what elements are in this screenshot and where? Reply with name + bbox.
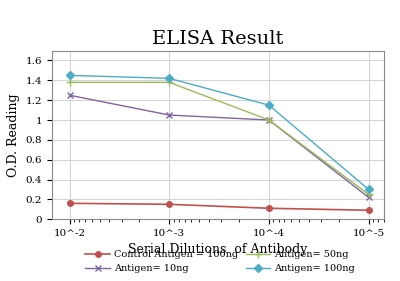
Control Antigen = 100ng (167, 203, 172, 206)
Antigen= 10ng (266, 118, 271, 122)
Line: Antigen= 100ng: Antigen= 100ng (67, 72, 371, 192)
Title: ELISA Result: ELISA Result (152, 30, 284, 48)
Legend: Control Antigen = 100ng, Antigen= 10ng, Antigen= 50ng, Antigen= 100ng: Control Antigen = 100ng, Antigen= 10ng, … (82, 248, 358, 276)
Control Antigen = 100ng (366, 209, 371, 212)
Antigen= 10ng (67, 94, 72, 97)
Antigen= 10ng (366, 196, 371, 199)
Control Antigen = 100ng (266, 207, 271, 210)
Line: Control Antigen = 100ng: Control Antigen = 100ng (67, 201, 371, 213)
Antigen= 100ng (366, 188, 371, 191)
Antigen= 100ng (67, 74, 72, 77)
Control Antigen = 100ng (67, 202, 72, 205)
Line: Antigen= 50ng: Antigen= 50ng (65, 78, 373, 199)
Antigen= 50ng (167, 81, 172, 84)
Antigen= 50ng (67, 81, 72, 84)
Antigen= 100ng (266, 103, 271, 107)
Line: Antigen= 10ng: Antigen= 10ng (66, 92, 372, 201)
Antigen= 50ng (266, 118, 271, 122)
Antigen= 100ng (167, 77, 172, 80)
Antigen= 50ng (366, 193, 371, 196)
Antigen= 10ng (167, 113, 172, 117)
X-axis label: Serial Dilutions  of Antibody: Serial Dilutions of Antibody (128, 243, 308, 257)
Y-axis label: O.D. Reading: O.D. Reading (7, 93, 20, 177)
